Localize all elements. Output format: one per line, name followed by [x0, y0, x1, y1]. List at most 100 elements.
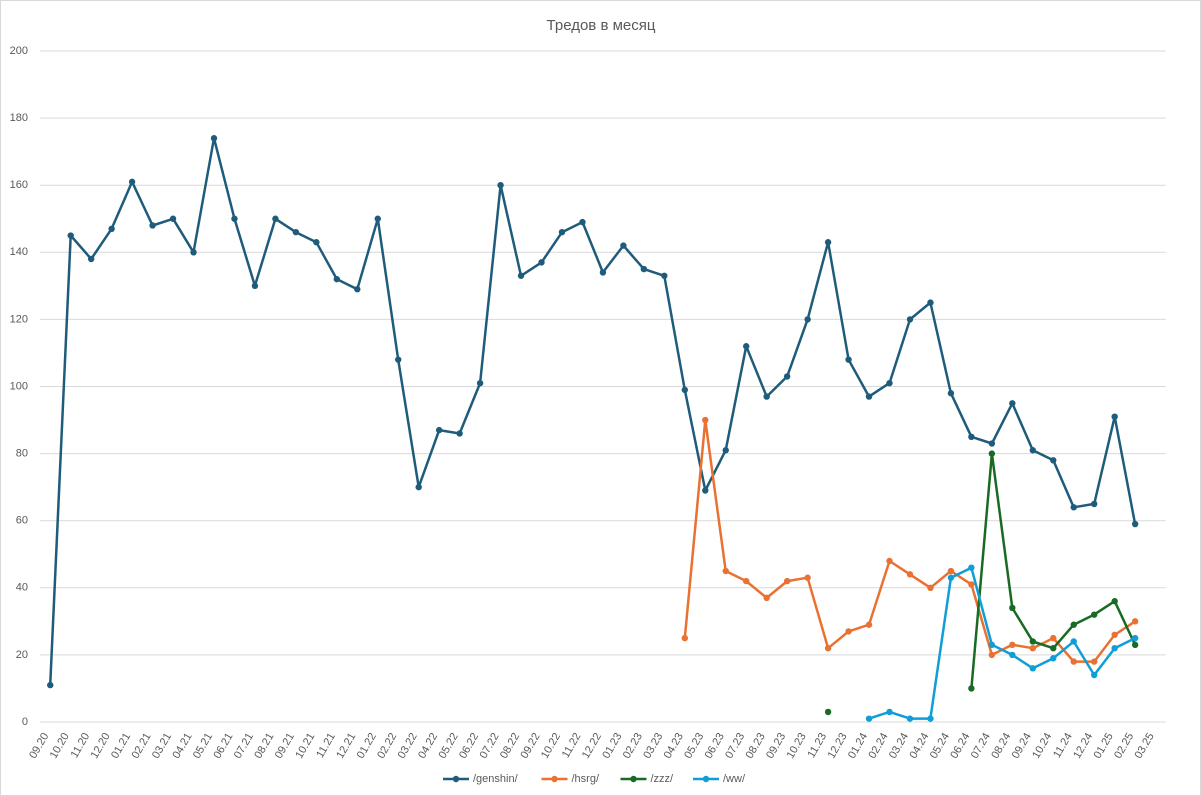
y-tick-label: 120 — [10, 313, 28, 325]
legend-label: /zzz/ — [651, 773, 675, 785]
point — [517, 272, 525, 279]
point — [538, 259, 545, 266]
point — [251, 282, 259, 290]
point — [783, 577, 791, 585]
series-line — [868, 566, 1136, 720]
point — [1029, 665, 1036, 672]
point — [1009, 604, 1016, 612]
point — [435, 426, 443, 434]
point — [640, 265, 648, 273]
point — [1111, 644, 1118, 652]
point — [763, 594, 770, 602]
series-line — [48, 136, 1137, 686]
point — [1091, 671, 1098, 679]
point — [824, 239, 832, 246]
point — [886, 708, 893, 716]
y-tick-label: 60 — [16, 515, 28, 527]
point — [988, 450, 996, 457]
point — [497, 182, 504, 189]
point — [599, 269, 607, 276]
point — [824, 708, 832, 716]
point — [988, 641, 996, 649]
point — [1111, 631, 1118, 638]
point — [988, 440, 996, 447]
point — [210, 135, 218, 142]
point — [1050, 644, 1057, 652]
point — [906, 715, 914, 722]
point — [988, 651, 996, 659]
point — [1029, 638, 1036, 645]
point — [108, 225, 115, 233]
point — [845, 356, 852, 363]
point — [1131, 634, 1139, 642]
point — [743, 343, 750, 350]
point — [1070, 504, 1077, 511]
point — [722, 567, 729, 575]
point — [681, 386, 689, 394]
legend-label: /hsrg/ — [572, 773, 600, 785]
point — [395, 356, 402, 363]
y-tick-label: 180 — [10, 112, 28, 124]
point — [886, 379, 893, 387]
point — [558, 228, 566, 236]
y-tick-label: 0 — [22, 716, 28, 728]
y-tick-label: 100 — [10, 380, 28, 392]
point — [67, 232, 74, 239]
point — [1111, 598, 1118, 605]
point — [1091, 611, 1098, 618]
point — [927, 584, 934, 591]
legend-label: /ww/ — [723, 773, 746, 785]
point — [313, 239, 320, 246]
legend-label: /genshin/ — [473, 773, 519, 785]
point — [722, 447, 729, 454]
point — [1050, 457, 1057, 464]
legend-marker — [551, 775, 558, 783]
point — [579, 218, 586, 226]
legend-marker — [452, 775, 460, 783]
point — [1091, 500, 1098, 508]
y-tick-label: 200 — [10, 45, 28, 57]
point — [87, 255, 95, 263]
point — [1131, 618, 1139, 625]
chart-title: Тредов в месяц — [547, 17, 656, 34]
point — [1131, 641, 1139, 649]
point — [354, 286, 361, 293]
point — [743, 577, 750, 585]
point — [1131, 520, 1139, 528]
point — [1111, 413, 1118, 420]
point — [763, 393, 770, 400]
point — [865, 715, 873, 722]
point — [824, 644, 832, 652]
point — [906, 316, 914, 323]
point — [231, 215, 238, 222]
point — [47, 681, 54, 689]
point — [1050, 634, 1057, 642]
point — [886, 557, 893, 565]
point — [620, 242, 627, 249]
point — [661, 272, 668, 279]
point — [476, 379, 484, 387]
point — [1009, 641, 1016, 649]
point — [374, 215, 381, 222]
point — [1029, 447, 1036, 454]
point — [968, 564, 975, 571]
point — [1070, 638, 1077, 645]
point — [681, 634, 689, 642]
point — [845, 628, 852, 635]
point — [906, 571, 914, 578]
y-tick-label: 160 — [10, 179, 28, 191]
y-tick-label: 40 — [16, 582, 28, 594]
point — [968, 685, 975, 692]
point — [947, 574, 955, 581]
point — [865, 393, 873, 400]
point — [804, 574, 811, 581]
point — [1050, 655, 1057, 662]
point — [1070, 621, 1077, 628]
point — [149, 222, 156, 229]
legend-marker — [702, 775, 710, 783]
point — [169, 215, 177, 222]
point — [1091, 658, 1098, 665]
point — [190, 249, 197, 256]
